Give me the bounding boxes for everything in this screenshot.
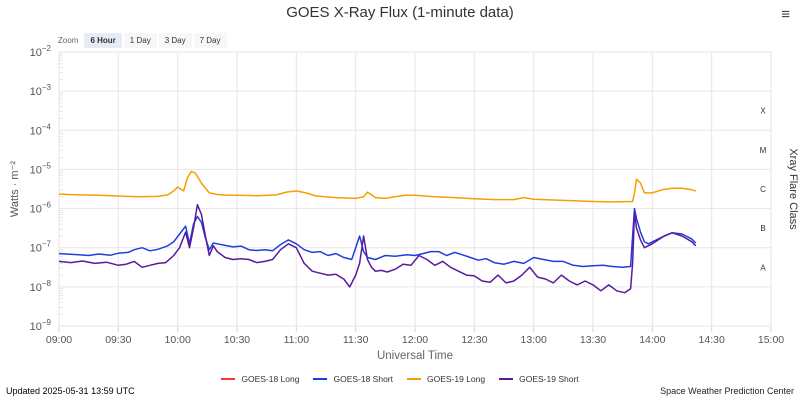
legend-swatch-goes18-short bbox=[313, 378, 328, 380]
y-tick-label: 10−2 bbox=[30, 44, 52, 59]
legend-swatch-goes19-short bbox=[499, 378, 514, 380]
x-tick-label: 11:00 bbox=[284, 334, 310, 346]
y-tick-label: 10−3 bbox=[30, 83, 52, 98]
flare-class-label: X bbox=[760, 107, 766, 116]
x-tick-label: 10:00 bbox=[165, 334, 191, 346]
flare-class-label: M bbox=[760, 146, 767, 155]
legend-item-goes18-short[interactable]: GOES-18 Short bbox=[313, 374, 393, 384]
updated-timestamp: Updated 2025-05-31 13:59 UTC bbox=[6, 386, 135, 396]
chart-title: GOES X-Ray Flux (1-minute data) bbox=[286, 4, 514, 21]
y-axis-label: Watts · m⁻² bbox=[9, 161, 21, 217]
legend-item-goes19-long[interactable]: GOES-19 Long bbox=[407, 374, 485, 384]
zoom-label: Zoom bbox=[58, 36, 79, 45]
x-tick-label: 11:30 bbox=[343, 334, 369, 346]
chart-legend: GOES-18 Long GOES-18 Short GOES-19 Long … bbox=[0, 374, 800, 384]
legend-label-goes19-long: GOES-19 Long bbox=[427, 374, 486, 384]
flare-class-label: A bbox=[760, 263, 766, 272]
zoom-7-day-button[interactable]: 7 Day bbox=[193, 33, 227, 48]
y-tick-label: 10−9 bbox=[30, 318, 52, 333]
x-tick-label: 12:30 bbox=[461, 334, 487, 346]
y-tick-label: 10−8 bbox=[30, 279, 52, 294]
series-line-goes-19-short bbox=[58, 203, 697, 294]
y-tick-label: 10−7 bbox=[30, 240, 52, 255]
x-tick-label: 15:00 bbox=[758, 334, 784, 346]
legend-item-goes18-long[interactable]: GOES-18 Long bbox=[221, 374, 299, 384]
flare-class-label: C bbox=[760, 185, 766, 194]
y-tick-label: 10−6 bbox=[30, 201, 52, 216]
series-line-goes-19-long bbox=[58, 170, 697, 203]
x-tick-label: 14:30 bbox=[699, 334, 725, 346]
zoom-1-day-button[interactable]: 1 Day bbox=[123, 33, 157, 48]
x-axis-label: Universal Time bbox=[377, 350, 453, 362]
x-tick-label: 09:30 bbox=[105, 334, 131, 346]
x-tick-label: 10:30 bbox=[224, 334, 250, 346]
x-tick-label: 09:00 bbox=[46, 334, 72, 346]
x-tick-label: 14:00 bbox=[639, 334, 665, 346]
zoom-controls: Zoom 6 Hour 1 Day 3 Day 7 Day bbox=[58, 33, 227, 48]
series-line-goes-18-short bbox=[58, 207, 697, 269]
y-tick-label: 10−5 bbox=[30, 161, 52, 176]
flare-class-axis-label: Xray Flare Class bbox=[787, 148, 799, 230]
hamburger-menu-icon[interactable]: ≡ bbox=[781, 6, 790, 23]
legend-label-goes19-short: GOES-19 Short bbox=[519, 374, 579, 384]
zoom-6-hour-button[interactable]: 6 Hour bbox=[84, 33, 122, 48]
legend-item-goes19-short[interactable]: GOES-19 Short bbox=[499, 374, 579, 384]
legend-swatch-goes19-long bbox=[407, 378, 421, 380]
zoom-3-day-button[interactable]: 3 Day bbox=[158, 33, 192, 48]
legend-label-goes18-long: GOES-18 Long bbox=[241, 374, 300, 384]
flare-class-label: B bbox=[760, 224, 765, 233]
credit-text: Space Weather Prediction Center bbox=[660, 386, 794, 396]
legend-label-goes18-short: GOES-18 Short bbox=[333, 374, 393, 384]
y-tick-label: 10−4 bbox=[30, 122, 52, 137]
x-tick-label: 12:00 bbox=[402, 334, 428, 346]
x-tick-label: 13:30 bbox=[580, 334, 606, 346]
legend-swatch-goes18-long bbox=[221, 378, 236, 380]
x-tick-label: 13:00 bbox=[521, 334, 547, 346]
